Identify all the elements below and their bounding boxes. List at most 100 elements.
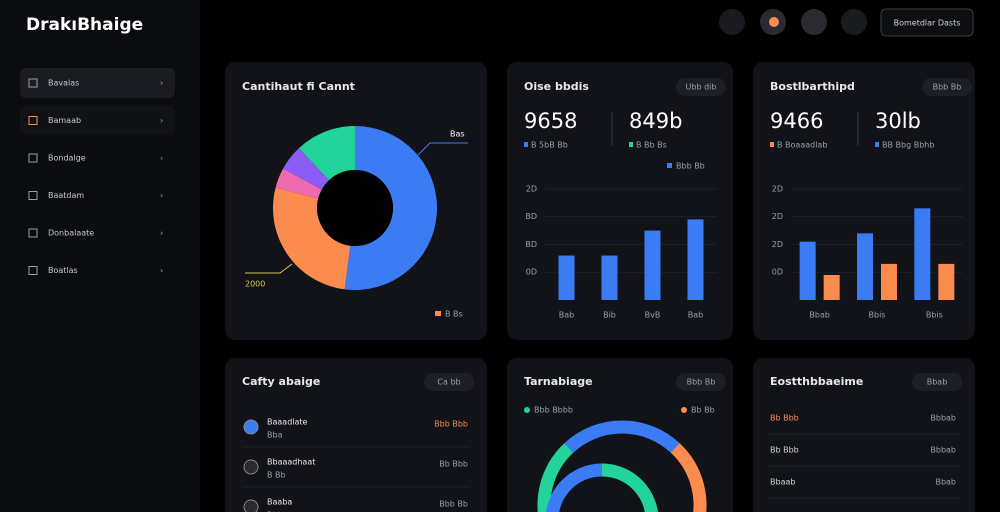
bar [644,230,661,300]
badge[interactable] [922,78,972,96]
legend-label: Bbb Bb [676,162,705,171]
ring-arc [537,443,574,512]
stat-marker [629,142,633,147]
nav-item[interactable]: Bamaab [48,116,81,125]
row-value: Bb Bbb [439,460,468,469]
row-sub: Bbb [267,511,283,512]
annotation: 2000 [245,280,265,289]
y-tick-label: 2D [526,184,537,193]
avatar-dot [769,17,779,27]
icon-button[interactable] [841,9,867,35]
row-name: Bb Bbb [770,414,799,423]
row-name: Baaadlate [267,418,308,427]
row-name: Bb Bbb [770,446,799,455]
badge[interactable] [676,373,726,391]
stat-label: B 5bB Bb [531,141,568,150]
nav-hover [20,106,175,134]
ring-arc [670,443,707,512]
x-tick-label: Bab [688,311,703,320]
bar [601,255,618,300]
nav-chevron: › [160,116,163,125]
stat-value: 849b [629,109,682,133]
nav-chevron: › [160,266,163,275]
card [225,358,487,512]
legend-label: Bb Bb [691,406,715,415]
badge-label: Bbb Bb [933,83,962,92]
stat-value: 9466 [770,109,823,133]
card-title: Cafty abaige [242,375,320,388]
row-value: Bbbab [930,414,956,423]
nav-chevron: › [160,154,163,163]
y-tick-label: 0D [772,268,783,277]
leader [245,263,293,274]
legend-swatch [667,163,672,168]
legend: B Bs [445,310,463,319]
nav-chevron: › [160,191,163,200]
x-tick-label: Bab [559,311,574,320]
x-tick-label: Bib [603,311,616,320]
pie-slice [298,126,355,181]
x-tick-label: Bbab [809,311,830,320]
badge[interactable] [676,78,726,96]
leader [417,142,468,156]
pie-slice [344,126,438,290]
bar [881,263,897,300]
nav-item[interactable]: Bavalas [48,79,79,88]
y-tick-label: 2D [772,184,783,193]
card [507,358,733,512]
bar [857,233,873,300]
bar [687,219,704,300]
nav-chevron: › [160,229,163,238]
card-title: Cantihaut fi Cannt [242,80,355,93]
y-tick-label: BD [525,212,537,221]
app-title: DrakıBhaige [26,15,143,35]
row-name: Bbaab [770,478,795,487]
stat-marker [875,142,879,147]
badge-label: Bbab [927,378,948,387]
badge[interactable] [424,373,474,391]
nav-chevron: › [160,79,163,88]
pie-slice [275,168,322,199]
nav-item[interactable]: Baatdam [48,191,84,200]
ring-arc [564,420,680,453]
y-tick-label: 2D [772,212,783,221]
row-name: Baaba [267,498,292,507]
stat-marker [524,142,528,147]
donut-hole [317,170,393,246]
bar [914,208,931,300]
icon-button[interactable] [801,9,827,35]
badge-label: Ubb dib [686,83,717,92]
legend-swatch [435,311,441,316]
bar [799,241,816,300]
row-sub: Bba [267,431,283,440]
x-tick-label: Bbis [926,311,943,320]
nav-icon [28,228,38,238]
badge-label: Ca bb [437,378,460,387]
nav-icon [28,266,38,275]
pie-slice [283,148,329,190]
card-title: Bostlbarthipd [770,80,855,93]
header-button[interactable] [880,8,974,37]
row-name: Bbaaadhaat [267,458,315,467]
row-avatar [243,459,259,475]
annotation: Bas [450,130,465,139]
row-value: Bbb Bbb [434,420,468,429]
icon-button[interactable] [719,9,745,35]
stat-marker [770,142,774,147]
card-title: Oise bbdis [524,80,589,93]
x-tick-label: Bbis [869,311,886,320]
bar [558,255,575,300]
row-value: Bbb Bb [439,500,468,509]
pie-slice [273,187,351,290]
legend-dot [681,407,687,413]
nav-item[interactable]: Bondalge [48,154,86,163]
badge[interactable] [912,373,962,391]
row-sub: B Bb [267,471,286,480]
bar [938,263,955,300]
nav-item[interactable]: Donbalaate [48,229,94,238]
nav-item[interactable]: Boatlas [48,266,78,275]
stat-label: B Boaaadlab [777,141,827,150]
header-button-label: Bometdlar Dasts [894,19,961,28]
